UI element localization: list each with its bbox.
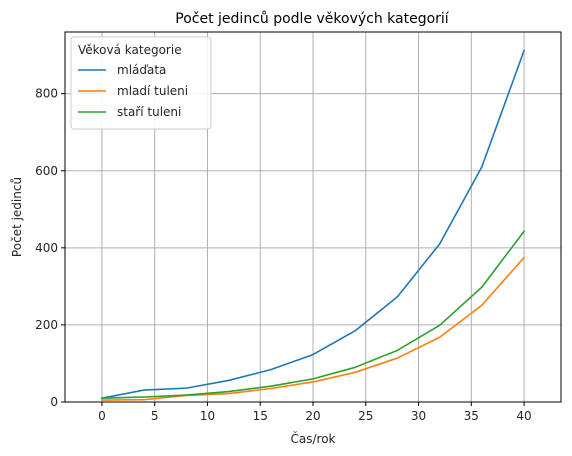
x-tick-label: 0 — [98, 409, 106, 423]
x-tick-label: 5 — [151, 409, 159, 423]
legend-label-1: mláďata — [117, 63, 166, 77]
legend-label-3: staří tuleni — [117, 105, 181, 119]
x-tick-label: 25 — [358, 409, 373, 423]
x-axis-title: Čas/rok — [291, 431, 336, 446]
x-tick-label: 10 — [200, 409, 215, 423]
legend: Věková kategorie mláďata mladí tuleni stař… — [70, 36, 212, 130]
x-tick-label: 30 — [411, 409, 426, 423]
series-line-3 — [101, 230, 526, 399]
legend-label-2: mladí tuleni — [117, 84, 188, 98]
legend-title: Věková kategorie — [78, 43, 182, 57]
y-tick-label: 600 — [35, 164, 58, 178]
y-tick-label: 0 — [50, 395, 58, 409]
legend-box — [70, 36, 212, 130]
chart-title: Počet jedinců podle věkových kategorií — [175, 11, 450, 27]
x-tick-label: 20 — [305, 409, 320, 423]
legend-entries: mláďata mladí tuleni staří tuleni — [78, 63, 188, 119]
y-tick-label: 400 — [35, 241, 58, 255]
series-line-1 — [101, 49, 526, 400]
x-tick-label: 15 — [253, 409, 268, 423]
x-tick-label: 35 — [464, 409, 479, 423]
y-tick-label: 800 — [35, 87, 58, 101]
y-tick-label: 200 — [35, 318, 58, 332]
series-line-2 — [101, 256, 526, 401]
series-layer — [101, 49, 526, 401]
y-axis-title: Počet jedinců — [10, 177, 24, 257]
x-tick-label: 40 — [516, 409, 531, 423]
